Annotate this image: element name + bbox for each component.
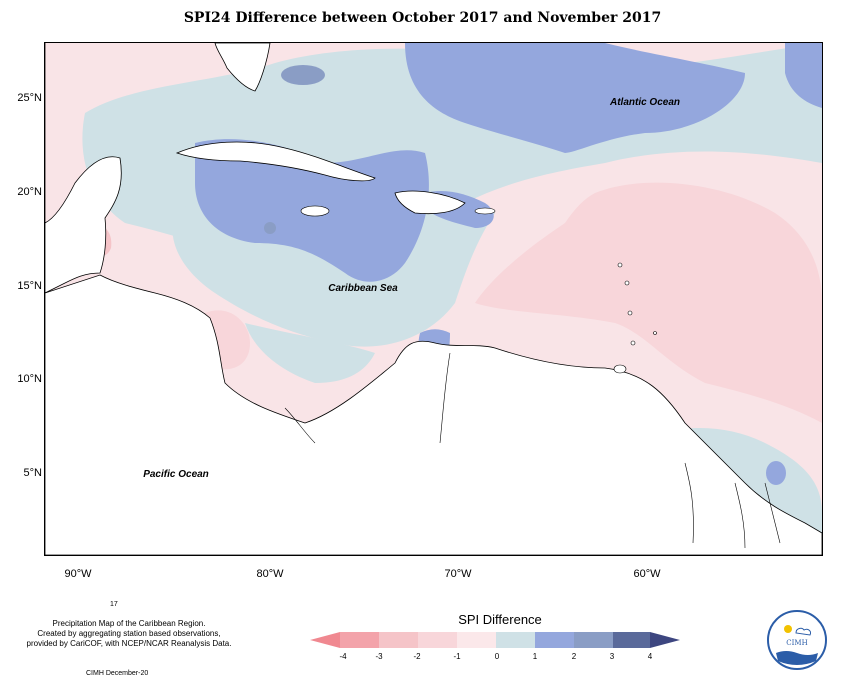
legend-colorbar (310, 632, 680, 648)
field-zone-blue-atlantic (405, 43, 745, 153)
field-zone-blue-guiana (766, 461, 786, 485)
credits-date: CIMH December-20 (86, 670, 149, 677)
spi-map: Atlantic Ocean Caribbean Sea Pacific Oce… (45, 43, 822, 555)
border-french-guiana (764, 482, 781, 544)
land-cuba (175, 141, 376, 182)
legend-tick-neg4: -4 (339, 652, 347, 661)
legend-tick-neg3: -3 (375, 652, 383, 661)
legend-tick-neg2: -2 (413, 652, 421, 661)
legend-tick-1: 1 (532, 652, 538, 661)
field-zone-dark-blue-west (264, 222, 276, 234)
land-florida (214, 43, 271, 92)
legend-tick-0: 0 (494, 652, 500, 661)
map-panel: Atlantic Ocean Caribbean Sea Pacific Oce… (44, 42, 823, 556)
label-atlantic-ocean: Atlantic Ocean (609, 97, 680, 108)
legend-swatch-neg4 (340, 632, 379, 648)
legend-tick-neg1: -1 (453, 652, 461, 661)
legend-swatch-neg1 (457, 632, 496, 648)
island-puerto-rico (474, 207, 496, 215)
border-layer (284, 352, 781, 549)
island-trinidad (613, 364, 627, 374)
lon-tick-90w: 90°W (64, 568, 92, 580)
legend-arrow-right (650, 632, 680, 648)
lat-tick-20n: 20°N (17, 186, 42, 198)
label-caribbean-sea: Caribbean Sea (328, 283, 398, 294)
legend-swatch-neg3 (379, 632, 418, 648)
field-zone-blue-atlantic-east (785, 43, 822, 108)
land-hispaniola (394, 190, 466, 215)
border-venezuela-colombia (439, 352, 451, 444)
legend-swatch-pos1 (535, 632, 574, 648)
border-guyana (684, 462, 694, 544)
credits-block: Precipitation Map of the Caribbean Regio… (14, 619, 244, 649)
legend-swatch-neg2 (418, 632, 457, 648)
credits-line-2: Created by aggregating station based obs… (37, 629, 221, 638)
credits-line-1: Precipitation Map of the Caribbean Regio… (52, 619, 206, 628)
logo-cloud-icon (795, 627, 811, 636)
land-mexico-yucatan (45, 43, 122, 294)
legend-swatch-pos2 (574, 632, 613, 648)
field-zone-dark-blue-bahamas (281, 65, 325, 85)
border-panama (284, 407, 316, 444)
legend-swatch-pos3 (613, 632, 650, 648)
page-number: 17 (110, 601, 118, 608)
logo-waves-icon (776, 651, 818, 665)
border-suriname (734, 482, 746, 549)
lon-tick-70w: 70°W (444, 568, 472, 580)
legend-tick-3: 3 (609, 652, 615, 661)
land-layer (45, 43, 822, 555)
island-antilles-4 (630, 340, 636, 346)
credits-line-3: provided by CariCOF, with NCEP/NCAR Rean… (26, 639, 232, 648)
legend-tick-4: 4 (647, 652, 653, 661)
field-zone-light-blue-panama (245, 323, 375, 383)
logo-sun-icon (784, 625, 792, 633)
island-antilles-1 (617, 262, 623, 268)
lat-tick-25n: 25°N (17, 92, 42, 104)
field-zone-pink-east (475, 182, 822, 423)
legend-title: SPI Difference (458, 612, 542, 627)
cimh-logo-icon: CIMH (767, 610, 827, 670)
island-jamaica (300, 205, 330, 217)
island-barbados (653, 331, 657, 335)
legend-tick-2: 2 (571, 652, 577, 661)
island-antilles-2 (624, 280, 630, 286)
islands-layer (300, 205, 657, 374)
logo-text: CIMH (786, 639, 807, 647)
land-central-america (45, 274, 822, 555)
lon-tick-60w: 60°W (633, 568, 661, 580)
island-antilles-3 (627, 310, 633, 316)
lon-tick-80w: 80°W (256, 568, 284, 580)
lat-tick-5n: 5°N (23, 467, 42, 479)
lat-tick-10n: 10°N (17, 373, 42, 385)
label-pacific-ocean: Pacific Ocean (143, 469, 209, 480)
legend-swatch-pos0 (496, 632, 535, 648)
legend-arrow-left (310, 632, 340, 648)
lat-tick-15n: 15°N (17, 280, 42, 292)
map-title: SPI24 Difference between October 2017 an… (183, 10, 662, 26)
